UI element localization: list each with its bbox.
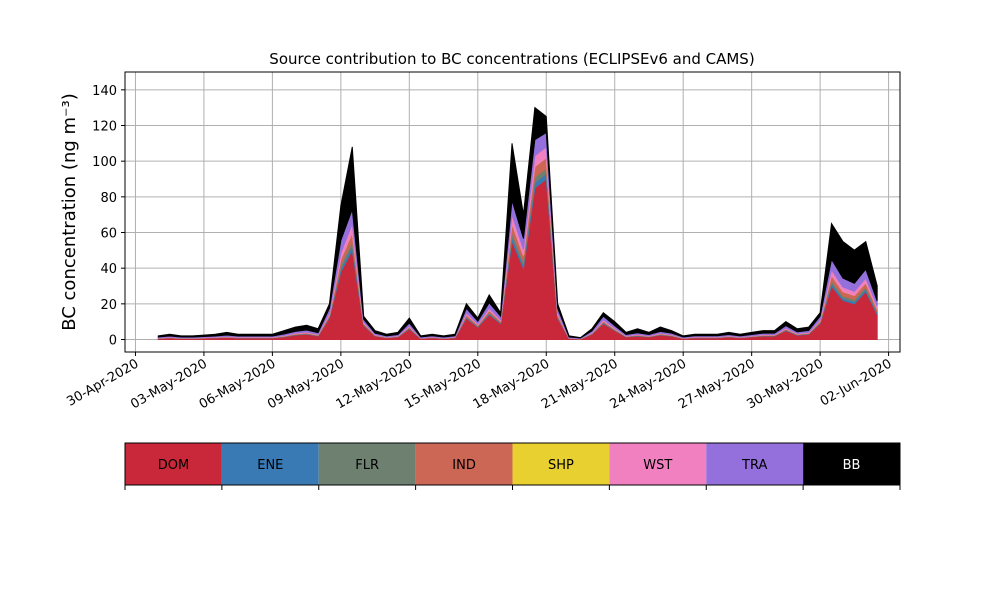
area-bb [157,106,878,339]
legend-label: FLR [355,458,379,473]
y-tick-label: 80 [100,191,117,206]
legend-swatch [512,443,610,485]
legend-swatch [609,443,707,485]
y-tick-label: 140 [92,84,117,99]
legend-swatch [318,443,416,485]
legend-label: BB [843,458,861,473]
legend-swatch [706,443,804,485]
legend-swatch [125,443,222,485]
y-tick-label: 20 [100,298,117,313]
y-tick-label: 120 [92,120,117,135]
y-axis-label: BC concentration (ng m⁻³) [59,93,80,331]
legend-label: DOM [158,458,189,473]
legend-label: IND [452,458,476,473]
y-tick-label: 40 [100,262,117,277]
y-tick-label: 100 [92,155,117,170]
legend-swatch [221,443,319,485]
legend-swatch [803,443,900,485]
legend-label: WST [643,458,672,473]
legend-label: SHP [548,458,574,473]
y-tick-label: 0 [109,334,117,349]
legend-label: TRA [741,458,767,473]
legend-swatch [415,443,513,485]
y-tick-label: 60 [100,227,117,242]
plot-frame [124,71,901,353]
legend-frame [124,442,901,486]
chart-title: Source contribution to BC concentrations… [269,50,754,68]
legend-label: ENE [257,458,283,473]
